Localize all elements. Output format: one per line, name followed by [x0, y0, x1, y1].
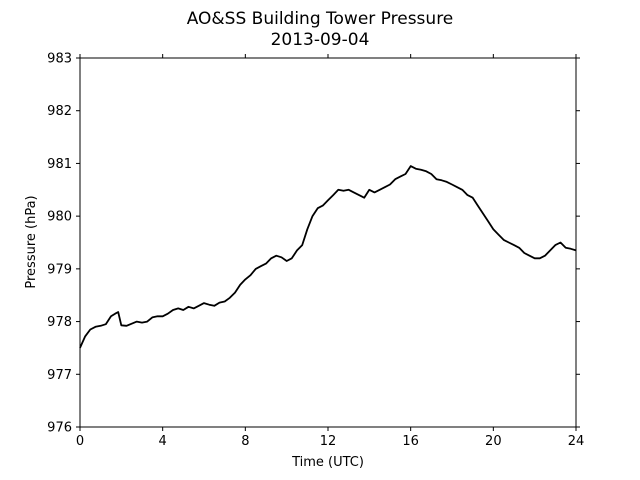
x-tick-label: 16: [402, 434, 419, 449]
x-tick-label: 12: [320, 434, 337, 449]
chart-title: AO&SS Building Tower Pressure: [187, 9, 454, 29]
x-tick-label: 4: [159, 434, 167, 449]
plot-frame: [79, 57, 577, 428]
x-axis-label: Time (UTC): [291, 455, 364, 470]
x-tick-label: 8: [241, 434, 249, 449]
y-axis: 976 977 978 979 980 981 982 983: [47, 52, 580, 436]
chart-subtitle: 2013-09-04: [271, 30, 370, 50]
y-tick-label: 980: [47, 210, 72, 225]
y-tick-label: 982: [47, 104, 72, 119]
y-tick-label: 979: [47, 262, 72, 277]
y-tick-label: 981: [47, 157, 72, 172]
y-tick-label: 983: [47, 52, 72, 67]
y-axis-label: Pressure (hPa): [24, 195, 39, 288]
plot-area: 0 4 8 12 16 20 24 976 977 978 979 980 981 982 983: [47, 52, 584, 450]
x-tick-label: 24: [568, 434, 585, 449]
x-tick-label: 0: [76, 434, 84, 449]
pressure-series-line: [79, 165, 577, 349]
y-tick-label: 976: [47, 421, 72, 436]
y-tick-label: 977: [47, 368, 72, 383]
y-tick-label: 978: [47, 315, 72, 330]
x-tick-label: 20: [485, 434, 502, 449]
x-axis: 0 4 8 12 16 20 24: [76, 54, 584, 449]
